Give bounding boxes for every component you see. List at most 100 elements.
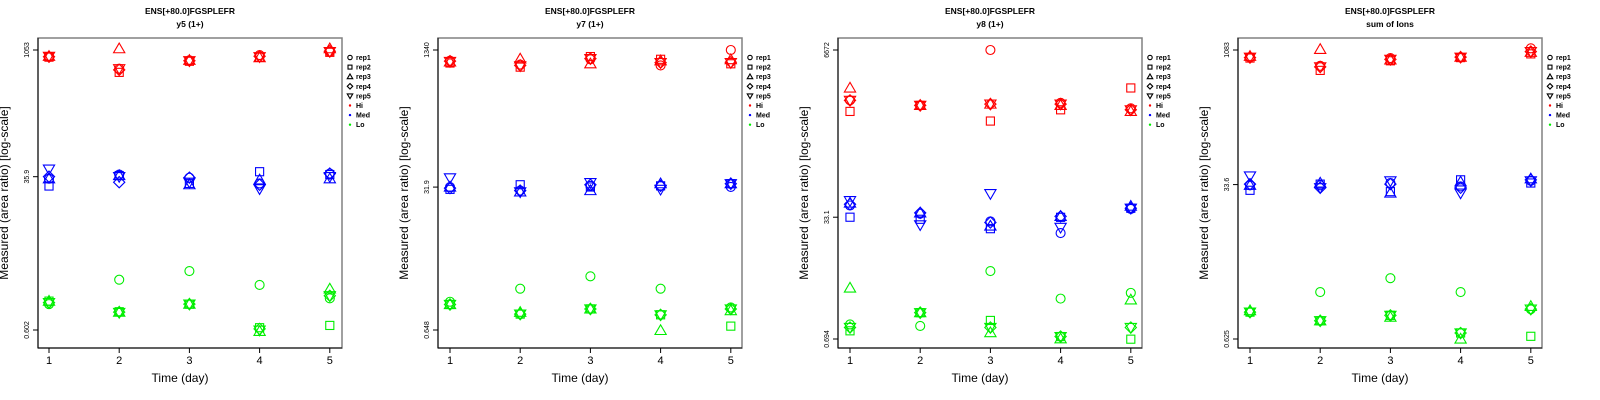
data-point-hi-rep5 (1243, 52, 1257, 64)
data-point-med-rep2 (915, 214, 925, 224)
data-point-hi-rep5 (1124, 105, 1138, 117)
data-point-hi-rep3 (42, 49, 56, 61)
legend-label: Lo (356, 122, 365, 129)
data-point-med-rep4 (1054, 209, 1068, 223)
legend-label: rep4 (756, 84, 771, 91)
y-tick-label: 31.9 (424, 180, 431, 194)
legend-label: Med (756, 113, 770, 120)
data-point-med-rep5 (1243, 171, 1257, 183)
x-tick-label: 2 (116, 355, 122, 367)
data-point-lo-rep3 (112, 305, 126, 317)
y-tick-label: 0.648 (424, 321, 431, 339)
legend-label: rep5 (1156, 93, 1171, 100)
data-points (443, 44, 738, 336)
legend-triangle-up-icon (1146, 72, 1154, 80)
legend-label: rep4 (1556, 84, 1571, 91)
data-point-hi-rep5 (1524, 46, 1538, 59)
legend-dot-icon (1548, 113, 1552, 117)
legend-label: rep5 (1556, 93, 1571, 100)
data-point-med-rep5 (1383, 176, 1397, 188)
data-point-med-rep4 (1243, 177, 1257, 191)
data-point-hi-rep5 (253, 52, 267, 64)
x-tick-label: 1 (447, 355, 453, 367)
legend-dot-icon (348, 123, 352, 126)
legend-dot-icon (748, 123, 752, 126)
chart-subtitle: y8 (1+) (976, 19, 1003, 29)
legend-triangle-down-icon (746, 93, 754, 100)
legend-label: Hi (356, 103, 363, 110)
legend-label: Hi (1156, 103, 1163, 110)
data-point-med-rep3 (724, 176, 738, 189)
legend-label: Lo (756, 122, 765, 129)
y-axis-label: Measured (area ratio) [log-scale] (397, 106, 411, 279)
data-point-lo-rep5 (253, 325, 267, 337)
data-point-med-rep4 (913, 206, 927, 220)
data-point-lo-rep5 (913, 308, 927, 320)
data-point-hi-rep2 (1315, 65, 1325, 75)
data-point-lo-rep5 (583, 304, 597, 316)
chart-subtitle: y5 (1+) (176, 19, 203, 29)
x-tick-label: 1 (847, 355, 853, 367)
data-point-med-rep5 (654, 184, 668, 197)
data-point-lo-rep3 (443, 297, 457, 310)
x-tick-label: 4 (658, 355, 664, 367)
data-point-lo-rep1 (915, 320, 926, 332)
data-point-med-rep5 (323, 171, 337, 184)
data-point-hi-rep1 (985, 44, 996, 56)
x-tick-label: 3 (1387, 355, 1393, 367)
data-point-lo-rep5 (513, 309, 527, 321)
legend-diamond-icon (346, 82, 354, 90)
data-point-med-rep2 (985, 224, 995, 234)
data-point-lo-rep5 (42, 298, 56, 310)
data-point-med-rep5 (1313, 183, 1327, 195)
data-point-lo-rep3 (583, 302, 597, 314)
data-point-lo-rep5 (1524, 304, 1538, 316)
legend: rep1 rep2 rep3 rep4 rep5 Hi Med Lo (1146, 54, 1171, 129)
data-point-hi-rep5 (724, 58, 738, 70)
data-point-med-rep3 (1054, 209, 1068, 221)
legend-diamond-icon (1546, 82, 1554, 90)
legend-dot-icon (1148, 113, 1152, 117)
data-point-lo-rep1 (985, 265, 996, 277)
data-point-med-rep5 (913, 220, 927, 232)
legend-dot-icon (1148, 104, 1152, 107)
plot-frame (1237, 37, 1543, 349)
x-tick-label: 3 (186, 355, 192, 367)
data-point-lo-rep1 (1315, 286, 1326, 298)
data-point-lo-rep1 (1125, 287, 1136, 298)
data-point-med-rep4 (1383, 177, 1397, 191)
legend-square-icon (347, 64, 353, 70)
data-point-hi-rep3 (913, 98, 927, 111)
data-point-lo-rep1 (515, 283, 526, 294)
y-tick-label: 0.694 (824, 330, 831, 348)
data-point-med-rep4 (1454, 181, 1468, 195)
legend-label: rep3 (1156, 74, 1171, 81)
legend-label: rep3 (756, 74, 771, 81)
x-axis-label: Time (day) (552, 371, 609, 385)
legend: rep1 rep2 rep3 rep4 rep5 Hi Med Lo (346, 54, 371, 129)
data-point-lo-rep1 (324, 293, 335, 304)
data-point-lo-rep1 (1055, 293, 1066, 304)
data-point-lo-rep5 (1313, 316, 1327, 328)
x-tick-label: 5 (1128, 355, 1134, 367)
data-point-lo-rep5 (654, 310, 668, 322)
legend-dot-icon (1548, 123, 1552, 126)
data-point-hi-rep3 (583, 57, 597, 69)
x-tick-label: 3 (587, 355, 593, 367)
y-tick-label: 0.602 (24, 321, 31, 339)
data-point-med-rep5 (112, 171, 126, 184)
x-tick-label: 5 (728, 355, 734, 367)
legend-label: rep4 (1156, 84, 1171, 91)
data-point-med-rep2 (255, 167, 265, 177)
data-point-lo-rep2 (1126, 334, 1136, 344)
data-point-lo-rep3 (323, 282, 337, 294)
data-point-hi-rep5 (323, 46, 337, 59)
data-point-lo-rep5 (1454, 328, 1468, 340)
data-points (1243, 42, 1538, 344)
legend-triangle-up-icon (346, 72, 354, 80)
legend-label: rep2 (756, 65, 771, 72)
data-point-lo-rep5 (182, 299, 196, 311)
data-point-med-rep5 (724, 179, 738, 191)
data-point-hi-rep2 (985, 116, 995, 126)
legend-label: rep2 (1556, 65, 1571, 72)
